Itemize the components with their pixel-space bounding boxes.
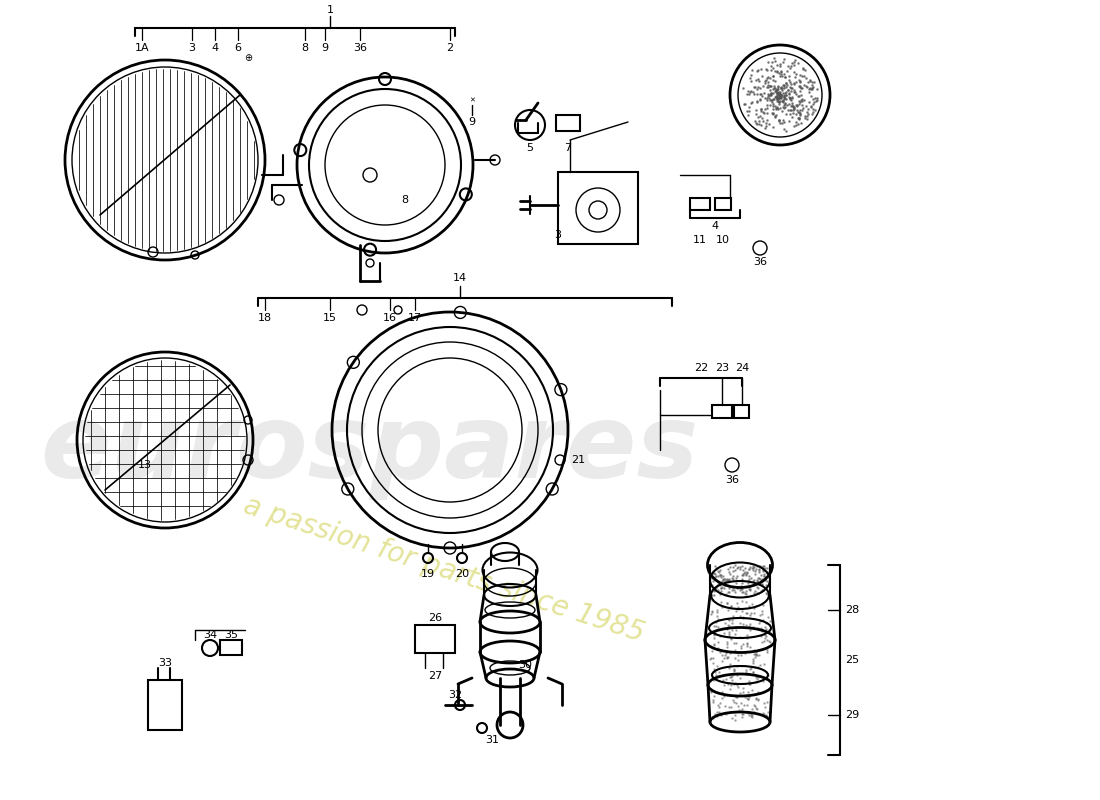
Bar bbox=[556, 115, 580, 131]
Text: 18: 18 bbox=[257, 313, 272, 323]
Text: 9: 9 bbox=[469, 117, 475, 127]
Text: 4: 4 bbox=[712, 221, 718, 231]
Text: 4: 4 bbox=[211, 43, 219, 53]
Bar bbox=[690, 198, 710, 210]
Text: 27: 27 bbox=[428, 671, 442, 681]
Text: 22: 22 bbox=[694, 363, 708, 373]
Bar bbox=[148, 680, 182, 730]
Text: 9: 9 bbox=[321, 43, 329, 53]
Text: 36: 36 bbox=[754, 257, 767, 267]
Text: 8: 8 bbox=[301, 43, 309, 53]
Text: eurospares: eurospares bbox=[40, 399, 698, 501]
Text: 19: 19 bbox=[421, 569, 436, 579]
Text: ⊕: ⊕ bbox=[244, 53, 252, 63]
Text: 35: 35 bbox=[224, 630, 238, 640]
Text: 36: 36 bbox=[353, 43, 367, 53]
Text: 14: 14 bbox=[453, 273, 468, 283]
Bar bbox=[734, 405, 749, 418]
Text: 33: 33 bbox=[158, 658, 172, 668]
Text: ✕: ✕ bbox=[469, 97, 475, 103]
Text: 30: 30 bbox=[518, 660, 532, 670]
Text: 3: 3 bbox=[554, 230, 561, 240]
Text: 15: 15 bbox=[323, 313, 337, 323]
Text: 25: 25 bbox=[845, 655, 859, 665]
Text: 36: 36 bbox=[725, 475, 739, 485]
Bar bbox=[415, 625, 455, 653]
Text: 23: 23 bbox=[715, 363, 729, 373]
Text: 32: 32 bbox=[448, 690, 462, 700]
Text: 1: 1 bbox=[327, 5, 333, 15]
Text: a passion for parts since 1985: a passion for parts since 1985 bbox=[240, 492, 648, 648]
Bar bbox=[558, 172, 638, 244]
Text: 11: 11 bbox=[693, 235, 707, 245]
Text: 20: 20 bbox=[455, 569, 469, 579]
Bar bbox=[715, 198, 732, 210]
Text: 8: 8 bbox=[402, 195, 408, 205]
Text: 31: 31 bbox=[485, 735, 499, 745]
Text: 2: 2 bbox=[447, 43, 453, 53]
Text: 1A: 1A bbox=[134, 43, 150, 53]
Text: 17: 17 bbox=[408, 313, 422, 323]
Bar bbox=[220, 640, 242, 655]
Text: 10: 10 bbox=[716, 235, 730, 245]
Text: 29: 29 bbox=[845, 710, 859, 720]
Text: 34: 34 bbox=[202, 630, 217, 640]
Text: 3: 3 bbox=[188, 43, 196, 53]
Text: 5: 5 bbox=[527, 143, 534, 153]
Text: 7: 7 bbox=[564, 143, 572, 153]
Text: 28: 28 bbox=[845, 605, 859, 615]
Text: 21: 21 bbox=[571, 455, 585, 465]
Text: 6: 6 bbox=[234, 43, 242, 53]
Text: 16: 16 bbox=[383, 313, 397, 323]
Text: 26: 26 bbox=[428, 613, 442, 623]
Bar bbox=[712, 405, 732, 418]
Text: 13: 13 bbox=[138, 460, 152, 470]
Text: 24: 24 bbox=[735, 363, 749, 373]
